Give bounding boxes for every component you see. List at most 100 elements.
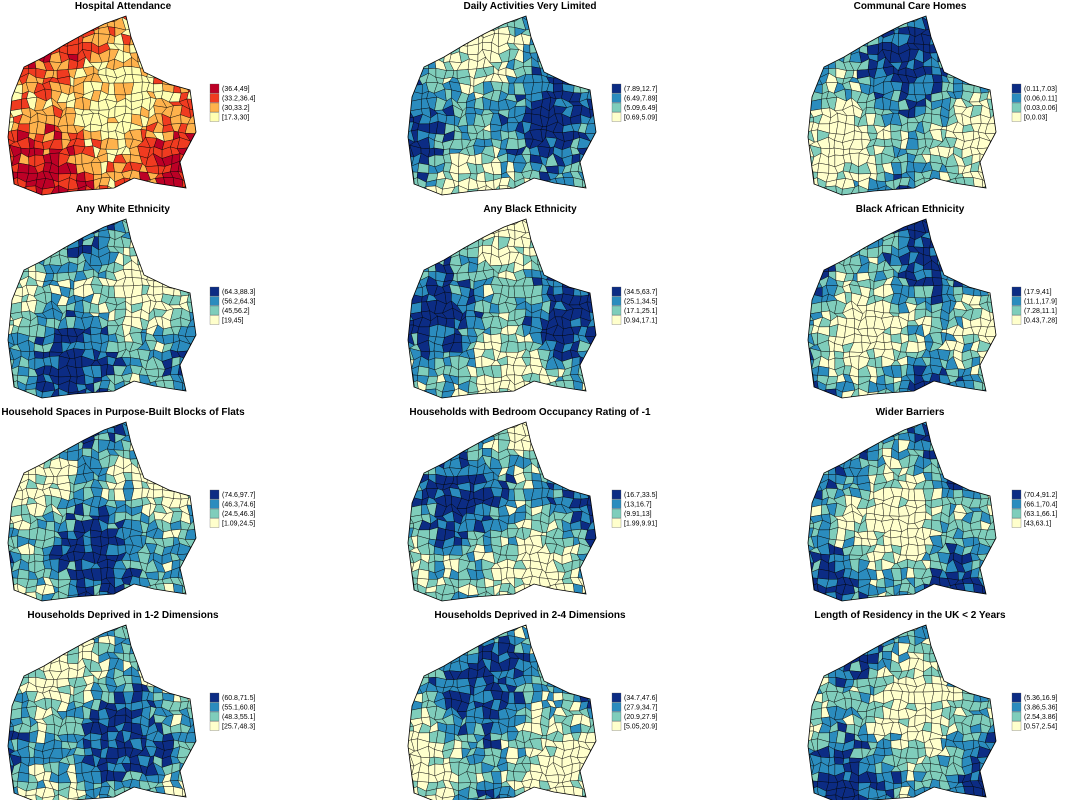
area bbox=[528, 224, 543, 233]
area bbox=[148, 219, 157, 226]
area bbox=[185, 20, 196, 31]
area bbox=[128, 224, 143, 233]
area bbox=[899, 185, 909, 195]
area bbox=[160, 253, 172, 266]
area bbox=[989, 140, 996, 151]
area bbox=[203, 304, 210, 310]
area bbox=[986, 359, 996, 370]
area bbox=[186, 562, 196, 573]
area bbox=[555, 249, 566, 258]
area bbox=[585, 219, 596, 227]
area bbox=[144, 439, 159, 454]
boundary bbox=[407, 218, 597, 399]
area bbox=[993, 246, 996, 255]
area bbox=[986, 193, 996, 195]
area bbox=[977, 17, 986, 30]
area bbox=[17, 600, 30, 601]
area bbox=[56, 220, 71, 234]
area bbox=[986, 147, 996, 157]
area bbox=[161, 439, 172, 454]
area bbox=[195, 113, 196, 125]
areas bbox=[408, 219, 612, 407]
area bbox=[89, 219, 102, 223]
area bbox=[601, 44, 611, 52]
area bbox=[197, 193, 202, 204]
area bbox=[876, 219, 886, 225]
area bbox=[196, 553, 204, 563]
area bbox=[835, 32, 845, 45]
area bbox=[594, 302, 596, 315]
area bbox=[985, 74, 996, 86]
area bbox=[968, 262, 983, 272]
area bbox=[808, 34, 815, 46]
legend-swatch bbox=[1011, 296, 1022, 306]
area bbox=[201, 529, 214, 539]
area bbox=[146, 593, 160, 601]
area bbox=[595, 113, 596, 125]
area bbox=[178, 16, 189, 24]
area bbox=[33, 147, 45, 156]
area bbox=[533, 189, 541, 195]
area bbox=[441, 425, 453, 436]
area bbox=[817, 16, 831, 22]
area bbox=[123, 380, 135, 394]
area bbox=[193, 463, 196, 478]
area bbox=[589, 140, 596, 151]
area bbox=[198, 593, 205, 602]
area bbox=[513, 397, 527, 398]
area bbox=[1003, 304, 1010, 310]
area bbox=[953, 16, 968, 23]
area bbox=[546, 472, 558, 485]
legend-label: (11.1,17.9] bbox=[1024, 298, 1057, 305]
area bbox=[528, 422, 542, 428]
area bbox=[955, 249, 966, 258]
area bbox=[411, 30, 420, 37]
area bbox=[937, 43, 951, 55]
area bbox=[153, 251, 166, 265]
legend-label: (30,33.2] bbox=[222, 105, 250, 112]
area bbox=[817, 194, 830, 195]
area bbox=[801, 401, 812, 409]
area bbox=[585, 270, 596, 283]
area bbox=[597, 396, 602, 407]
area bbox=[561, 64, 573, 78]
area bbox=[538, 187, 548, 195]
areas bbox=[8, 16, 212, 204]
area bbox=[808, 65, 815, 76]
area bbox=[171, 592, 183, 601]
area bbox=[202, 580, 212, 589]
area bbox=[435, 193, 448, 195]
area bbox=[408, 299, 411, 315]
area bbox=[808, 16, 812, 23]
area bbox=[569, 230, 581, 240]
area bbox=[153, 219, 168, 226]
area bbox=[433, 147, 445, 156]
area bbox=[808, 41, 815, 54]
area bbox=[597, 326, 604, 337]
area bbox=[968, 66, 979, 76]
area bbox=[826, 229, 838, 240]
area bbox=[170, 50, 183, 63]
area bbox=[939, 219, 951, 225]
area bbox=[596, 147, 604, 157]
area bbox=[133, 392, 141, 398]
area bbox=[10, 466, 23, 475]
area bbox=[169, 33, 181, 48]
area bbox=[153, 223, 168, 235]
area bbox=[596, 233, 605, 242]
area bbox=[603, 294, 612, 306]
area bbox=[202, 174, 212, 183]
area bbox=[9, 592, 23, 601]
area bbox=[808, 381, 815, 394]
area bbox=[456, 16, 472, 24]
area bbox=[440, 235, 453, 248]
area bbox=[203, 101, 210, 107]
area bbox=[8, 288, 15, 295]
area bbox=[1004, 33, 1012, 45]
area bbox=[113, 600, 127, 601]
area bbox=[833, 19, 846, 30]
area bbox=[185, 50, 195, 61]
legend-swatch bbox=[1011, 286, 1022, 297]
areas bbox=[801, 219, 1010, 409]
area bbox=[965, 249, 972, 258]
